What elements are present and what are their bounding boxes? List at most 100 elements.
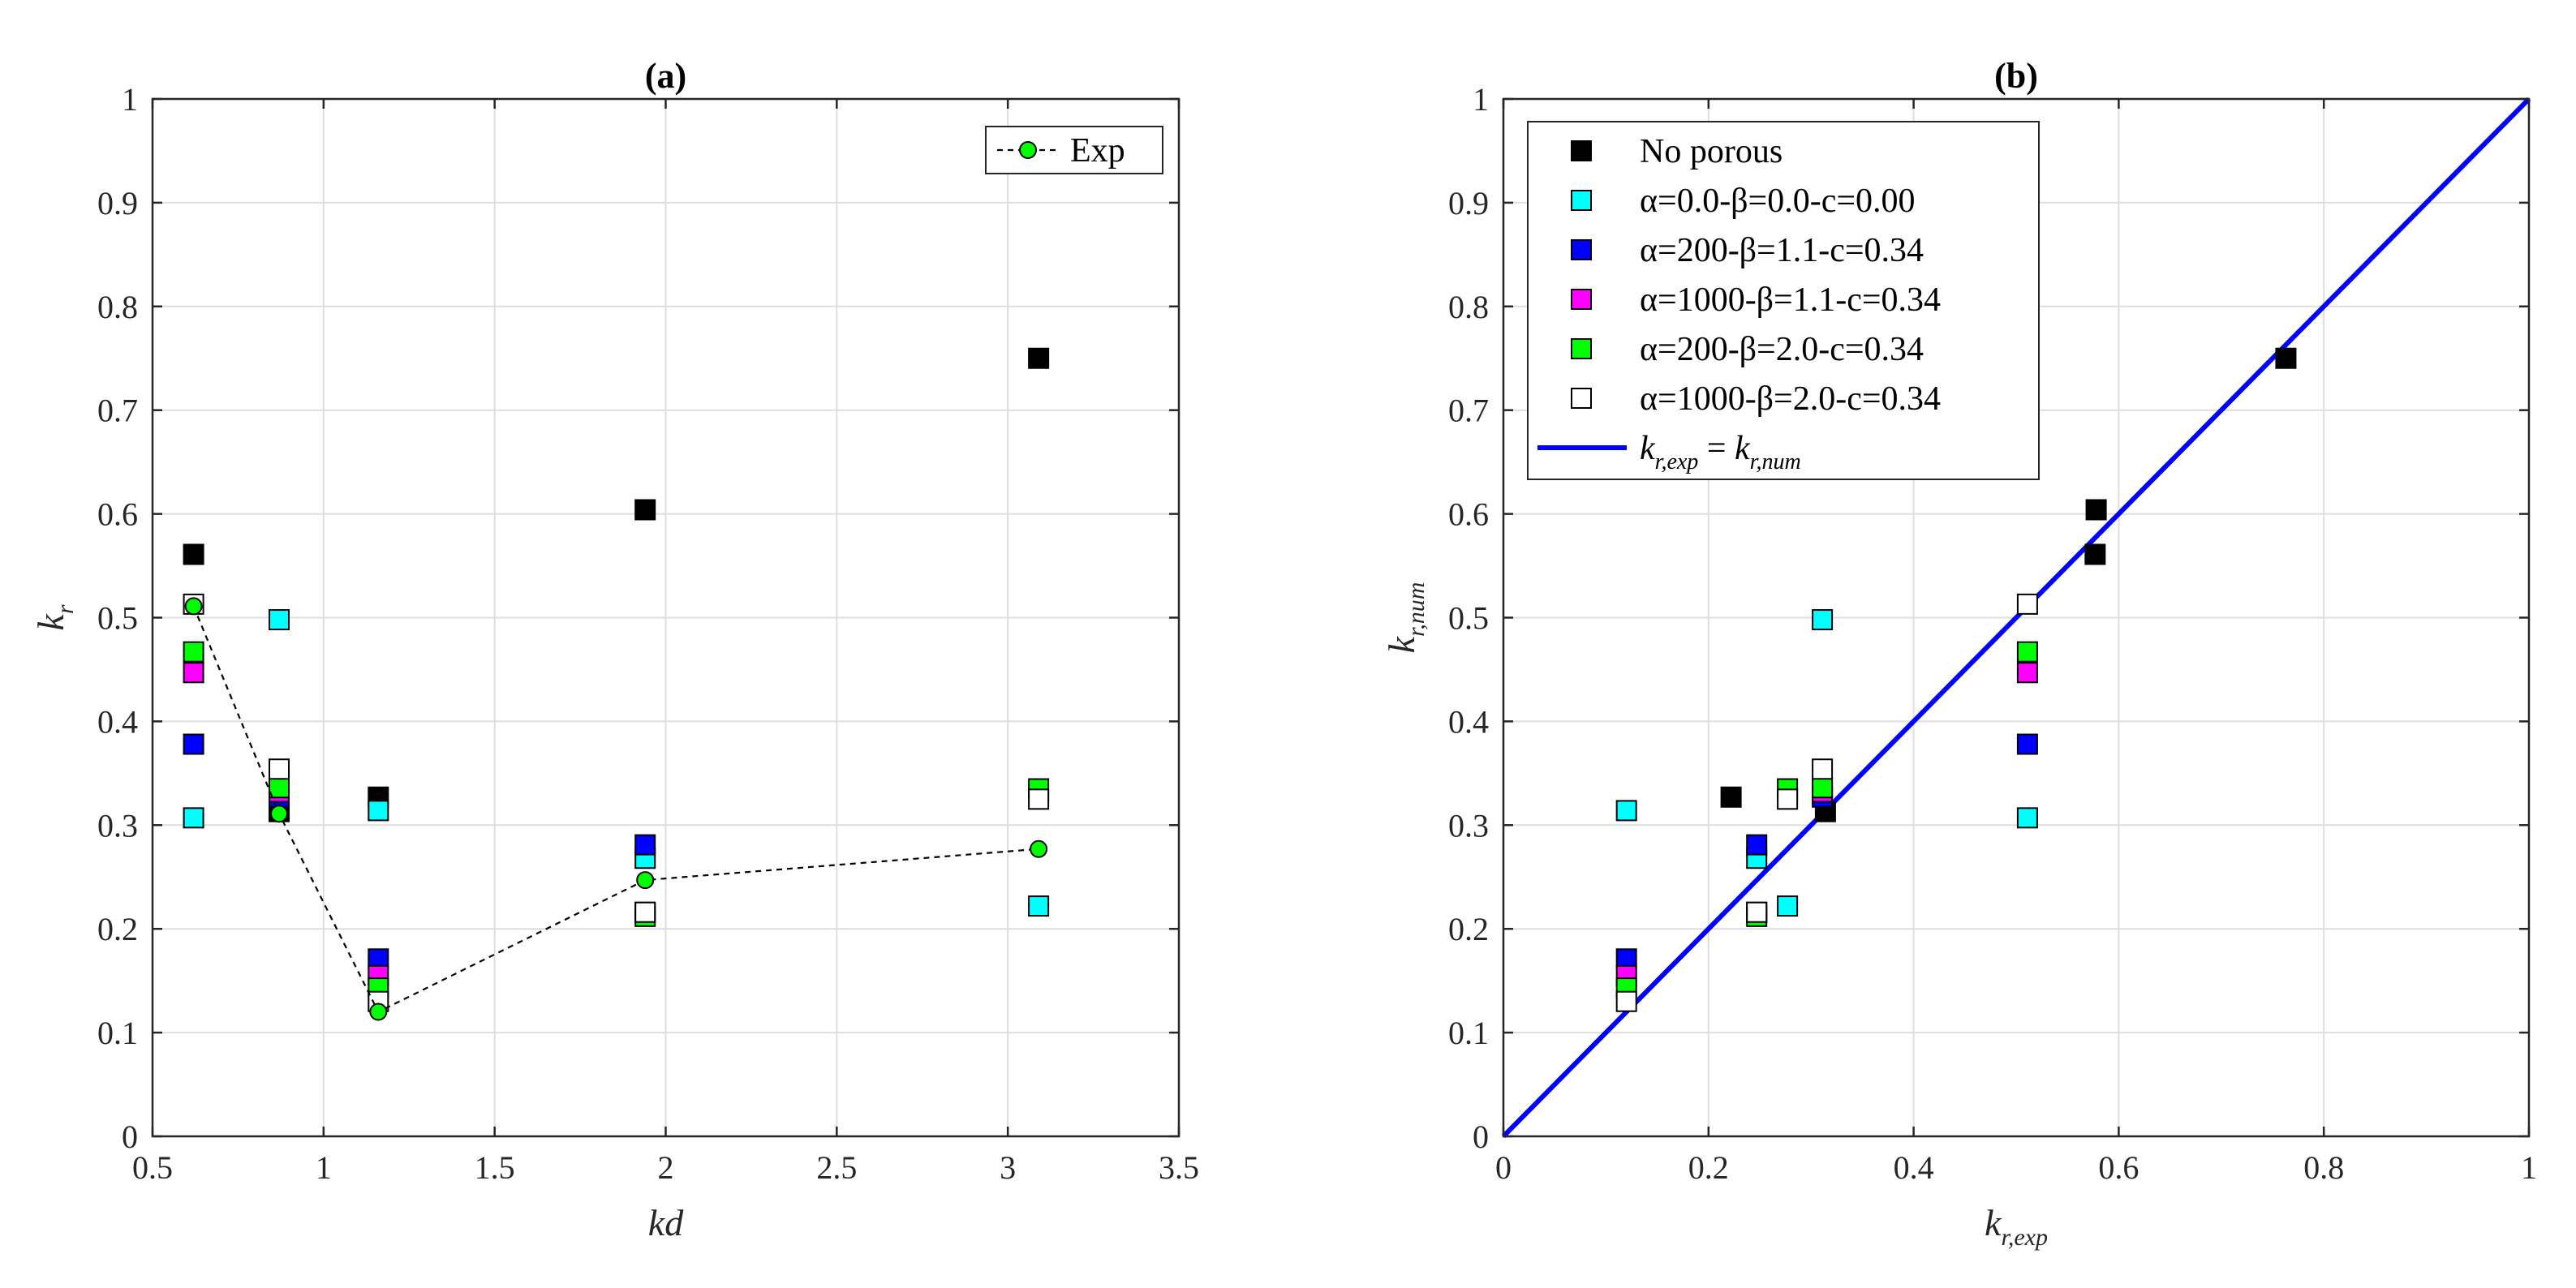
y-tick-label: 1 xyxy=(1473,81,1489,118)
series--200-2-0-c-0-34-point xyxy=(1812,777,1834,799)
y-tick-label: 0.8 xyxy=(97,289,138,325)
y-tick-label: 0 xyxy=(1473,1118,1489,1155)
series--200-2-0-c-0-34-point xyxy=(269,777,290,799)
series-no-porous-point xyxy=(634,499,656,521)
legend-entry-6-label: kr,exp = kr,num xyxy=(1640,430,1801,474)
series--200-2-0-c-0-34-point xyxy=(2016,641,2038,663)
y-tick-label: 0.6 xyxy=(97,496,138,533)
axes-box xyxy=(151,97,1180,1138)
y-axis-label-base: k xyxy=(1381,635,1422,653)
y-axis-label: kr xyxy=(30,604,79,630)
series--1000-2-0-c-0-34-point xyxy=(1615,990,1637,1012)
x-tick-label: 2 xyxy=(658,1149,674,1186)
y-axis-label-sub: r xyxy=(52,604,79,614)
legend-entry-5-marker xyxy=(1571,388,1592,409)
series--200-1-1-c-0-34-point xyxy=(634,834,656,856)
y-tick-label: 0.5 xyxy=(97,600,138,637)
series--1000-2-0-c-0-34-point xyxy=(1028,788,1050,810)
y-tick-label: 0.3 xyxy=(1448,807,1489,844)
x-axis-label-sub: r,exp xyxy=(2001,1224,2047,1251)
x-tick-label: 0.8 xyxy=(2303,1149,2344,1186)
y-tick-label: 0 xyxy=(122,1118,138,1155)
axes-box xyxy=(1502,97,2531,1138)
y-tick-label: 0.7 xyxy=(1448,393,1489,429)
x-axis-label: kr,exp xyxy=(1985,1202,2048,1251)
legend-entry-4-label: α=200-β=2.0-c=0.34 xyxy=(1640,331,1924,368)
series--200-1-1-c-0-34-point xyxy=(183,733,204,755)
legend-entry-1-marker xyxy=(1571,190,1592,211)
legend-entry-4-marker xyxy=(1571,338,1592,359)
series-exp-point xyxy=(1030,839,1048,858)
legend-entry-5-label: α=1000-β=2.0-c=0.34 xyxy=(1640,380,1941,418)
series--1000-2-0-c-0-34-point xyxy=(1777,788,1799,810)
series--0-0-0-0-c-0-00-point xyxy=(1812,609,1834,631)
series-exp-point xyxy=(369,1002,388,1021)
legend-box xyxy=(1527,121,2040,480)
panel-b: 0 0.2 0.4 0.6 0.8 1 0 0.1 0.2 0.3 0.4 0.5 0.6 0.7 0.8 0… xyxy=(1381,56,2537,1251)
chart-title: (b) xyxy=(1994,56,2038,96)
reference-line xyxy=(1501,97,2531,1139)
legend-entry-0-label: No porous xyxy=(1640,133,1783,170)
series--1000-1-1-c-0-34-point xyxy=(2016,662,2038,684)
legend-entry-0-marker xyxy=(1571,140,1592,161)
panel-a: 0.5 1 1.5 2 2.5 3 3.5 0 0.1 0.2 0.3 0.4 0.5 0.6 0.7 0.8… xyxy=(30,56,1199,1243)
y-tick-label: 0.4 xyxy=(1448,703,1489,740)
legend-entry-6-label-eq: = xyxy=(1698,430,1735,467)
x-tick-label: 1 xyxy=(316,1149,332,1186)
series-no-porous-point xyxy=(2085,499,2107,521)
series--1000-2-0-c-0-34-point xyxy=(1746,901,1768,923)
series--200-2-0-c-0-34-point xyxy=(183,641,204,663)
x-axis-label-base: k xyxy=(1985,1202,2002,1243)
y-axis-label-base: k xyxy=(30,613,71,631)
legend-entry-6-label-base2: k xyxy=(1735,430,1751,467)
x-tick-label: 0 xyxy=(1495,1149,1512,1186)
x-tick-label: 2.5 xyxy=(816,1149,857,1186)
series-no-porous-point xyxy=(1720,786,1742,808)
x-tick-label: 3.5 xyxy=(1159,1149,1199,1186)
series-no-porous-point xyxy=(183,543,204,565)
series--200-1-1-c-0-34-point xyxy=(2016,733,2038,755)
x-tick-label: 0.5 xyxy=(132,1149,173,1186)
series--1000-2-0-c-0-34-point xyxy=(2016,593,2038,615)
x-tick-label: 0.4 xyxy=(1894,1149,1934,1186)
series--0-0-0-0-c-0-00-point xyxy=(1777,895,1799,917)
legend-entry-6-label-sub2: r,num xyxy=(1750,449,1801,474)
series-no-porous-point xyxy=(2084,543,2106,565)
series-no-porous-point xyxy=(2275,347,2297,369)
y-axis-label: kr,num xyxy=(1381,582,1430,654)
y-tick-label: 1 xyxy=(122,81,138,118)
x-tick-label: 1.5 xyxy=(475,1149,515,1186)
series--0-0-0-0-c-0-00-point xyxy=(183,807,204,829)
legend-entry-0-label: Exp xyxy=(1070,132,1125,170)
legend-entry-3-marker xyxy=(1571,289,1592,310)
y-tick-label: 0.2 xyxy=(97,911,138,947)
series-exp-point xyxy=(636,871,655,890)
y-tick-label: 0.1 xyxy=(1448,1015,1489,1051)
y-tick-label: 0.2 xyxy=(1448,911,1489,947)
series--1000-2-0-c-0-34-point xyxy=(634,901,656,923)
series--1000-2-0-c-0-34-point xyxy=(269,758,290,780)
series-exp-point xyxy=(270,805,289,823)
series--1000-2-0-c-0-34-point xyxy=(1812,758,1834,780)
legend-entry-0-marker xyxy=(1019,141,1037,159)
legend-entry-1-label: α=0.0-β=0.0-c=0.00 xyxy=(1640,182,1916,220)
x-tick-label: 3 xyxy=(1000,1149,1016,1186)
x-tick-label: 0.6 xyxy=(2098,1149,2139,1186)
x-axis-label: kd xyxy=(648,1202,684,1243)
series--1000-1-1-c-0-34-point xyxy=(183,662,204,684)
chart-title: (a) xyxy=(645,56,686,96)
legend-entry-3-label: α=1000-β=1.1-c=0.34 xyxy=(1640,281,1941,319)
series--0-0-0-0-c-0-00-point xyxy=(2016,807,2038,829)
legend-entry-6-label-sub1: r,exp xyxy=(1655,449,1699,474)
legend-entry-2-label: α=200-β=1.1-c=0.34 xyxy=(1640,232,1924,269)
y-tick-label: 0.1 xyxy=(97,1015,138,1051)
series--0-0-0-0-c-0-00-point xyxy=(1615,800,1637,822)
y-axis-label-sub: r,num xyxy=(1403,582,1430,638)
legend-box xyxy=(985,126,1163,174)
y-tick-label: 0.9 xyxy=(1448,185,1489,221)
series--0-0-0-0-c-0-00-point xyxy=(1028,895,1050,917)
y-tick-label: 0.4 xyxy=(97,703,138,740)
x-tick-label: 0.2 xyxy=(1688,1149,1729,1186)
y-tick-label: 0.6 xyxy=(1448,496,1489,533)
